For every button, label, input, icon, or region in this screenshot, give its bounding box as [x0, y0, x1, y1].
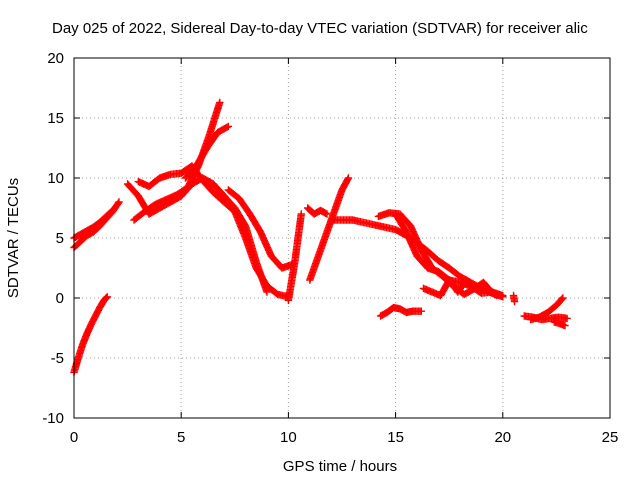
x-axis-label: GPS time / hours — [283, 458, 397, 475]
data-point — [344, 174, 353, 182]
grid-lines — [74, 58, 610, 418]
data-point — [107, 207, 116, 216]
data-point — [263, 288, 271, 296]
data-point — [297, 210, 305, 218]
chart-title: Day 025 of 2022, Sidereal Day-to-day VTE… — [52, 20, 588, 37]
data-point — [499, 291, 507, 300]
plot-frame — [73, 57, 611, 419]
y-axis-label: SDTVAR / TECUs — [5, 178, 22, 298]
data-point — [108, 206, 117, 215]
x-tick-label: 20 — [494, 429, 511, 446]
data-point — [115, 198, 123, 206]
tick-labels: 0 5 10 15 20 25 -10 -5 0 5 10 15 20 — [42, 50, 618, 446]
data-point — [488, 289, 496, 297]
x-tick-label: 0 — [70, 429, 78, 446]
y-tick-label: 0 — [56, 290, 64, 307]
data-point — [487, 288, 495, 296]
y-tick-label: 15 — [47, 110, 64, 127]
x-tick-label: 15 — [387, 429, 404, 446]
data-points — [70, 98, 571, 377]
x-tick-label: 5 — [177, 429, 185, 446]
data-point — [561, 321, 569, 330]
y-tick-label: -10 — [42, 410, 64, 427]
x-tick-label: 25 — [602, 429, 619, 446]
data-point — [224, 122, 233, 131]
y-tick-label: -5 — [51, 350, 64, 367]
data-point — [559, 294, 567, 302]
data-point — [323, 210, 331, 218]
x-tick-label: 10 — [280, 429, 297, 446]
data-point — [102, 294, 111, 302]
data-point — [417, 307, 426, 315]
data-point — [510, 297, 519, 306]
data-point — [272, 289, 281, 298]
y-tick-label: 10 — [47, 170, 64, 187]
data-point — [563, 314, 571, 323]
y-tick-label: 20 — [47, 50, 64, 67]
data-point — [216, 98, 224, 107]
data-point — [558, 295, 566, 303]
data-point — [103, 293, 111, 301]
data-point — [114, 199, 122, 207]
data-point — [322, 209, 330, 217]
y-tick-label: 5 — [56, 230, 64, 247]
